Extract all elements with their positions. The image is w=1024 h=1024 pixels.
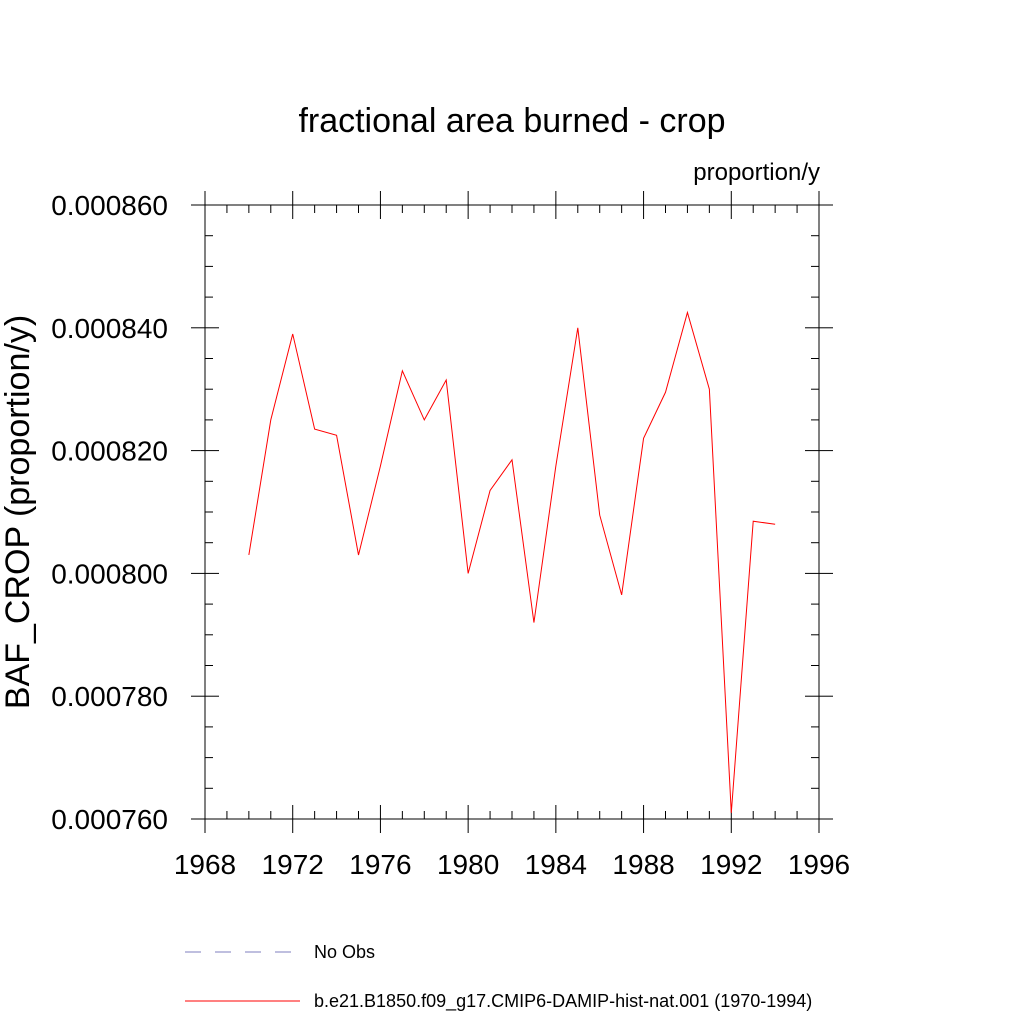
x-tick-label: 1968 [174, 849, 236, 880]
x-tick-label: 1976 [349, 849, 411, 880]
x-tick-label: 1988 [612, 849, 674, 880]
x-tick-label: 1996 [788, 849, 850, 880]
x-tick-label: 1972 [262, 849, 324, 880]
y-tick-label: 0.000860 [51, 190, 168, 221]
x-tick-label: 1980 [437, 849, 499, 880]
units-label: proportion/y [693, 159, 820, 186]
y-tick-label: 0.000820 [51, 436, 168, 467]
chart-title: fractional area burned - crop [298, 102, 725, 140]
series-line [248, 310, 776, 813]
x-tick-label: 1984 [525, 849, 587, 880]
y-tick-label: 0.000760 [51, 804, 168, 835]
y-tick-label: 0.000780 [51, 681, 168, 712]
y-tick-label: 0.000840 [51, 313, 168, 344]
legend-label: b.e21.B1850.f09_g17.CMIP6-DAMIP-hist-nat… [314, 991, 812, 1012]
legend-label: No Obs [314, 942, 375, 962]
x-tick-label: 1992 [700, 849, 762, 880]
y-axis-label: BAF_CROP (proportion/y) [0, 315, 37, 709]
y-tick-label: 0.000800 [51, 558, 168, 589]
